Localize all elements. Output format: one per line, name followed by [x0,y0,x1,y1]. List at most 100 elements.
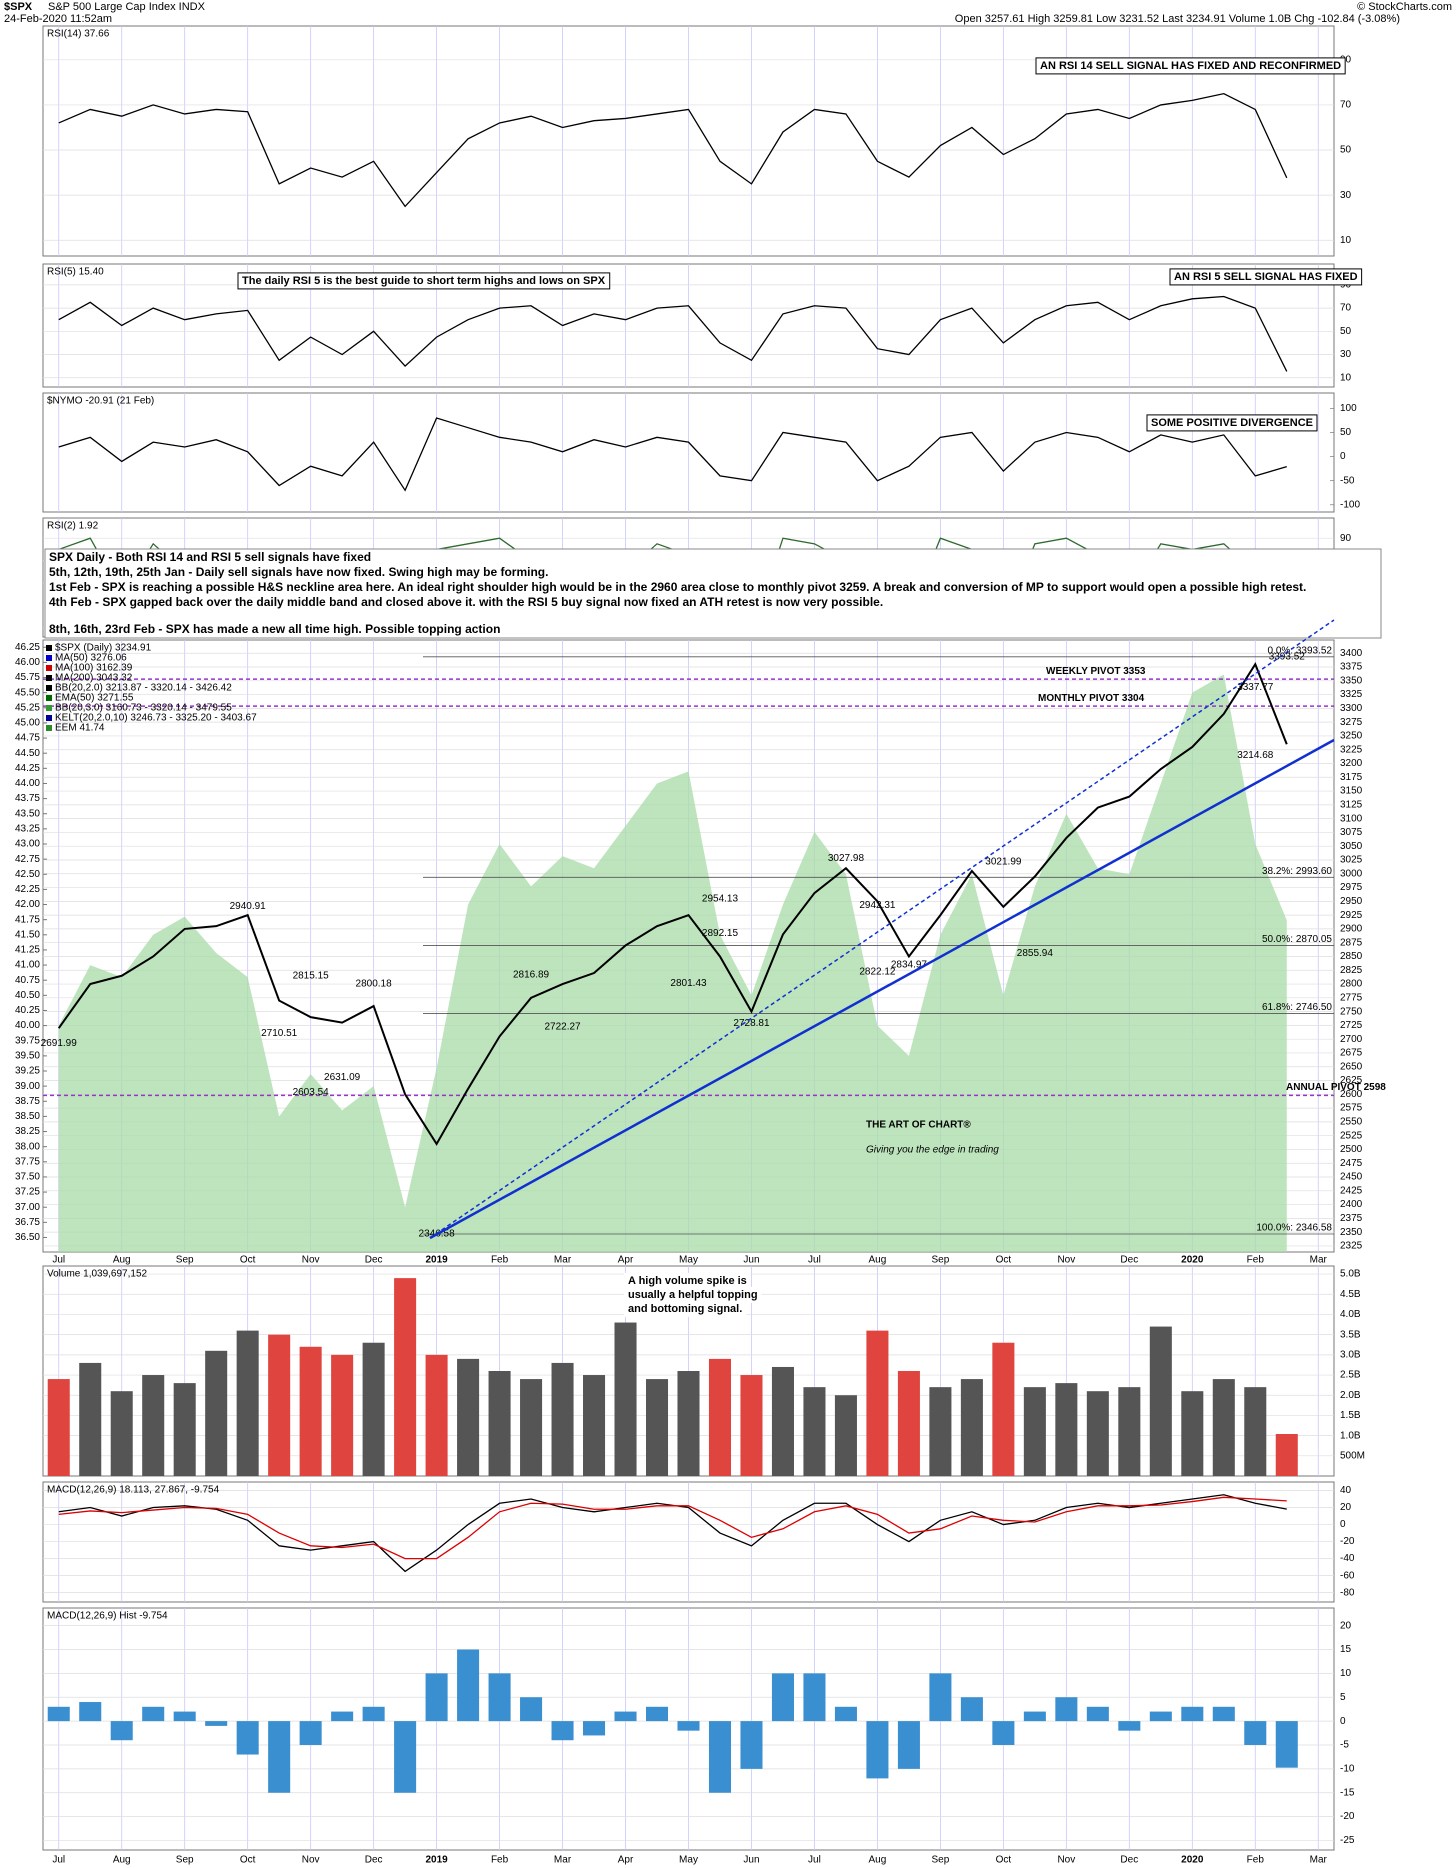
point-label: 3214.68 [1237,750,1274,761]
bar [929,1673,952,1722]
point-label: 2816.89 [513,969,550,980]
bar [362,1706,385,1722]
y-tick-label: 2825 [1340,965,1363,976]
y-tick-label: 2675 [1340,1048,1363,1059]
x-tick-label: Oct [996,1255,1012,1266]
area-series [58,674,1287,1252]
panel-title: $NYMO -20.91 (21 Feb) [47,396,154,407]
y-tick-label: 2700 [1340,1034,1363,1045]
annotation: AN RSI 14 SELL SIGNAL HAS FIXED AND RECO… [1040,60,1341,72]
legend-swatch [46,675,52,681]
point-label: 3021.99 [985,856,1022,867]
legend-entry: $SPX (Daily) 3234.91 [55,643,152,654]
y2-tick-label: 42.00 [15,899,40,910]
legend-swatch [46,655,52,661]
legend-swatch [46,685,52,691]
bar [1244,1387,1267,1476]
y2-tick-label: 45.50 [15,687,40,698]
y-tick-label: 0 [1340,451,1346,462]
source: © StockCharts.com [1357,1,1452,13]
x-tick-label: May [679,1855,698,1866]
panel-title: RSI(2) 1.92 [47,521,99,532]
x-tick-label: Mar [1310,1855,1328,1866]
y-tick-label: -80 [1340,1587,1355,1598]
bar [236,1330,259,1476]
y-tick-label: 2775 [1340,992,1363,1003]
y-tick-label: 5.0B [1340,1269,1361,1280]
y2-tick-label: 37.00 [15,1202,40,1213]
legend-entry: EMA(50) 3271.55 [55,693,134,704]
panel-title: MACD(12,26,9) Hist -9.754 [47,1611,168,1622]
bar [583,1375,606,1476]
x-tick-label: Oct [240,1855,256,1866]
y-tick-label: -15 [1340,1787,1355,1798]
x-tick-label: Mar [554,1255,572,1266]
bar [740,1721,763,1769]
bar [457,1358,480,1476]
panel-title: RSI(5) 15.40 [47,267,104,278]
y-tick-label: 2725 [1340,1020,1363,1031]
timestamp: 24-Feb-2020 11:52am [4,13,112,25]
y2-tick-label: 46.00 [15,657,40,668]
bar [1212,1379,1235,1476]
y-tick-label: 2.5B [1340,1370,1361,1381]
y-tick-label: 3025 [1340,855,1363,866]
bar [897,1721,920,1769]
bar [929,1387,952,1476]
y2-tick-label: 43.00 [15,839,40,850]
point-label: 2822.12 [859,966,896,977]
bar [110,1721,133,1741]
bar [268,1334,291,1476]
x-tick-label: Oct [240,1255,256,1266]
y-tick-label: 2400 [1340,1199,1363,1210]
legend-entry: EEM 41.74 [55,723,105,734]
point-label: 2603.54 [293,1087,330,1098]
x-tick-label: 2019 [425,1255,448,1266]
y-tick-label: 3350 [1340,675,1363,686]
line-series [58,417,1287,492]
quote: Open 3257.61 High 3259.81 Low 3231.52 La… [955,13,1400,25]
bar [645,1379,669,1476]
y2-tick-label: 39.25 [15,1066,40,1077]
y-tick-label: 2525 [1340,1130,1363,1141]
x-tick-label: Aug [113,1855,131,1866]
bar [960,1379,983,1476]
bar [520,1697,543,1722]
y-tick-label: 40 [1340,1485,1352,1496]
y-tick-label: -10 [1340,1763,1355,1774]
y2-tick-label: 43.50 [15,808,40,819]
bar [299,1721,322,1745]
x-tick-label: 2020 [1181,1255,1204,1266]
y-tick-label: 2450 [1340,1172,1363,1183]
bar [331,1711,354,1722]
y-tick-label: 0 [1340,1716,1346,1727]
y-tick-label: 2875 [1340,937,1363,948]
x-tick-label: Aug [869,1255,887,1266]
line-series [58,295,1288,372]
bar [79,1362,102,1476]
bar [1212,1706,1235,1722]
y-tick-label: -20 [1340,1811,1355,1822]
y-tick-label: 3050 [1340,841,1363,852]
y-tick-label: 2950 [1340,896,1363,907]
y-tick-label: -25 [1340,1835,1355,1846]
y-tick-label: 500M [1340,1450,1365,1461]
y-tick-label: 4.5B [1340,1289,1361,1300]
y-tick-label: 2375 [1340,1213,1363,1224]
line-series [58,1496,1287,1560]
bar [677,1371,700,1476]
bar [677,1721,700,1731]
x-tick-label: Sep [176,1255,194,1266]
x-tick-label: Dec [365,1855,383,1866]
legend-entry: MA(200) 3043.32 [55,673,133,684]
x-tick-label: Feb [491,1255,509,1266]
pivot-label: MONTHLY PIVOT 3304 [1038,693,1145,704]
point-label: 2834.97 [891,959,928,970]
x-tick-label: Nov [1057,1855,1075,1866]
y2-tick-label: 43.75 [15,793,40,804]
annotation: and bottoming signal. [628,1303,742,1315]
bar [866,1330,889,1476]
bar [771,1673,794,1722]
x-tick-label: Mar [554,1855,572,1866]
y-tick-label: 10 [1340,372,1352,383]
